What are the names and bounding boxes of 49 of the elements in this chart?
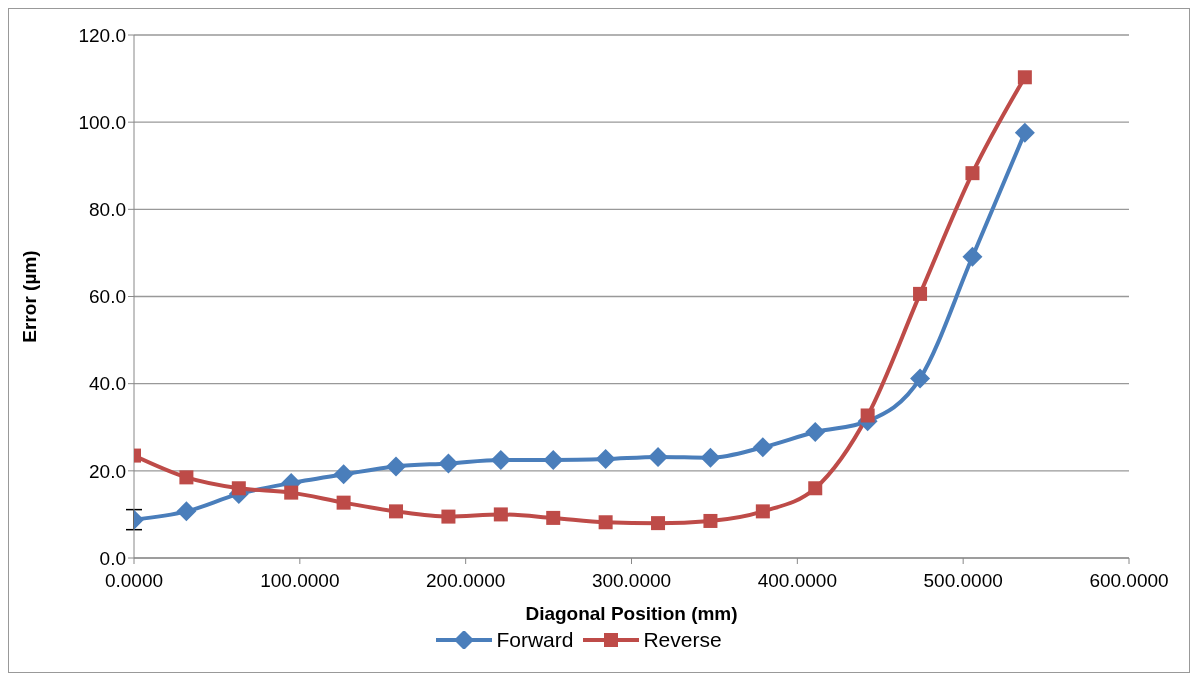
x-tick-label: 500.0000 <box>923 570 1003 592</box>
point <box>1014 122 1035 143</box>
legend-label: Forward <box>495 628 574 652</box>
point <box>910 368 931 389</box>
point <box>231 481 246 496</box>
x-tick-label: 200.0000 <box>426 570 506 592</box>
point <box>441 509 456 524</box>
point <box>176 501 197 522</box>
point <box>333 464 354 485</box>
point <box>965 166 980 181</box>
point <box>755 504 770 519</box>
point <box>700 447 721 468</box>
point <box>336 495 351 510</box>
point <box>962 246 983 267</box>
point <box>595 449 616 470</box>
point <box>438 453 459 474</box>
point <box>860 408 875 423</box>
y-tick-label: 40.0 <box>89 373 126 395</box>
x-tick-label: 600.0000 <box>1089 570 1169 592</box>
point <box>805 422 826 443</box>
y-tick-label: 20.0 <box>89 460 126 482</box>
point <box>648 446 669 467</box>
y-tick-label: 0.0 <box>99 547 126 569</box>
point <box>389 504 404 519</box>
point <box>284 485 299 500</box>
point <box>1017 70 1032 85</box>
point <box>386 456 407 477</box>
x-tick-label: 400.0000 <box>757 570 837 592</box>
point <box>703 513 718 528</box>
x-axis-title: Diagonal Position (mm) <box>525 603 738 624</box>
x-tick-label: 300.0000 <box>591 570 672 592</box>
y-tick-label: 100.0 <box>78 111 126 133</box>
point <box>543 449 564 470</box>
y-tick-label: 120.0 <box>78 24 126 46</box>
x-tick-label: 100.0000 <box>260 570 340 592</box>
point <box>546 510 561 525</box>
y-tick-label: 80.0 <box>89 199 126 221</box>
point <box>179 470 194 485</box>
point <box>598 515 613 530</box>
legend-label: Reverse <box>642 628 722 652</box>
point <box>913 286 928 301</box>
point <box>752 437 773 458</box>
point <box>651 516 666 531</box>
x-tick-label: 0.0000 <box>104 570 164 592</box>
point <box>490 449 511 470</box>
point <box>493 507 508 522</box>
y-tick-label: 60.0 <box>89 286 126 308</box>
point <box>808 481 823 496</box>
y-axis-title: Error (µm) <box>18 250 40 343</box>
